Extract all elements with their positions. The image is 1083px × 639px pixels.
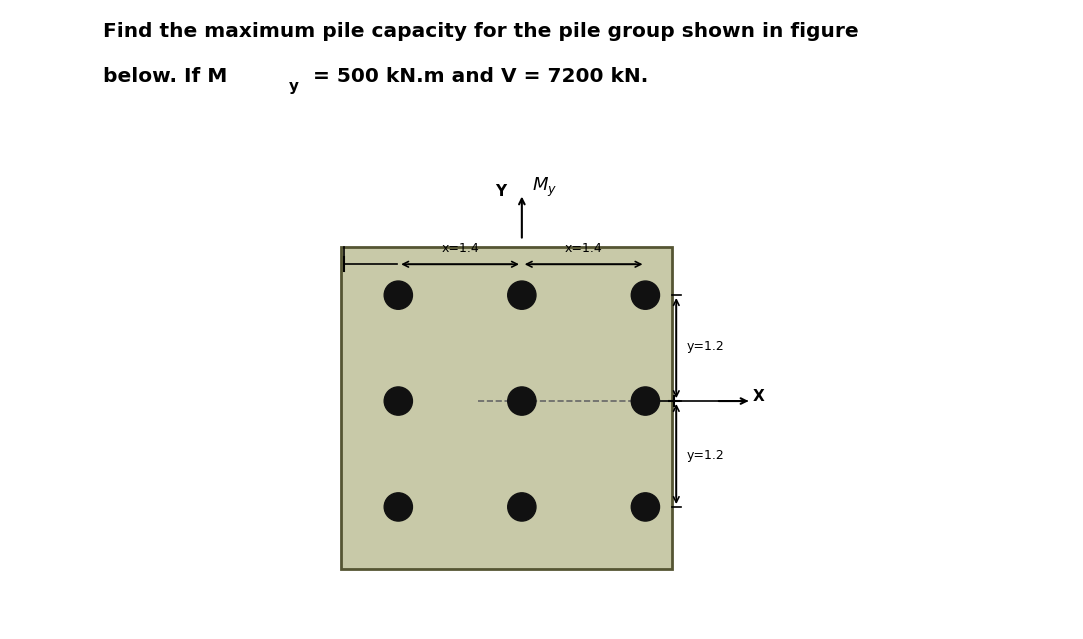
- Text: X: X: [753, 389, 765, 404]
- Circle shape: [384, 387, 413, 415]
- Text: Y: Y: [495, 183, 506, 199]
- Circle shape: [631, 387, 660, 415]
- Text: x=1.4: x=1.4: [441, 242, 479, 256]
- Circle shape: [384, 493, 413, 521]
- Circle shape: [631, 493, 660, 521]
- Text: $M_y$: $M_y$: [533, 176, 558, 199]
- Circle shape: [508, 281, 536, 309]
- Text: y: y: [289, 79, 299, 93]
- Text: below. If M: below. If M: [103, 67, 227, 86]
- Bar: [341, 247, 671, 569]
- Circle shape: [508, 387, 536, 415]
- Text: y=1.2: y=1.2: [687, 340, 725, 353]
- Text: x=1.4: x=1.4: [564, 242, 602, 256]
- Circle shape: [508, 493, 536, 521]
- Text: = 500 kN.m and V = 7200 kN.: = 500 kN.m and V = 7200 kN.: [306, 67, 649, 86]
- Text: Find the maximum pile capacity for the pile group shown in figure: Find the maximum pile capacity for the p…: [103, 22, 859, 42]
- Circle shape: [384, 281, 413, 309]
- Circle shape: [631, 281, 660, 309]
- Text: y=1.2: y=1.2: [687, 449, 725, 462]
